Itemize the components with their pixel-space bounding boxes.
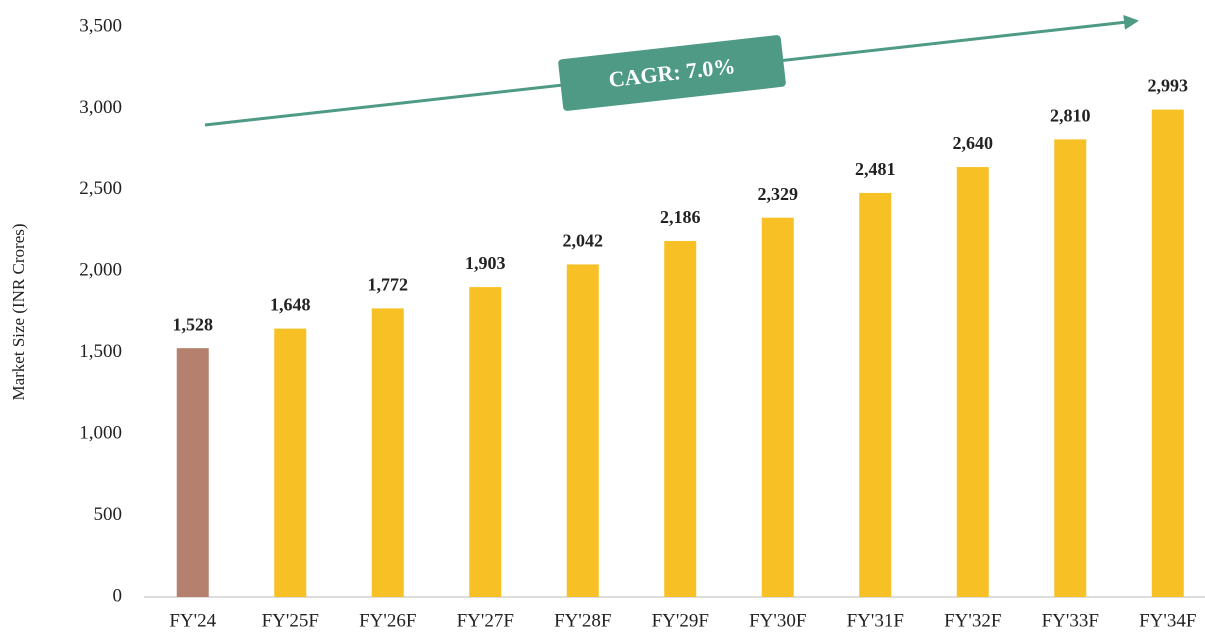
value-label: 2,810 (1050, 105, 1091, 125)
y-tick-label: 500 (94, 504, 123, 525)
value-label: 1,528 (173, 314, 214, 334)
bar (1151, 109, 1184, 597)
x-tick-label: FY'29F (652, 610, 709, 631)
x-tick-label: FY'33F (1042, 610, 1099, 631)
y-tick-label: 0 (113, 585, 123, 606)
value-label: 1,903 (465, 253, 506, 273)
value-label: 2,640 (953, 133, 994, 153)
bar (664, 240, 697, 597)
x-tick-label: FY'32F (944, 610, 1001, 631)
x-tick-label: FY'34F (1139, 610, 1196, 631)
bar (566, 264, 599, 597)
value-label: 2,481 (855, 159, 896, 179)
bar (274, 328, 307, 597)
x-tick-label: FY'25F (262, 610, 319, 631)
value-label: 2,329 (758, 184, 799, 204)
bar (859, 192, 892, 598)
value-label: 2,186 (660, 207, 701, 227)
y-axis-title: Market Size (INR Crores) (9, 223, 28, 400)
bar (371, 308, 404, 597)
x-tick-label: FY'31F (847, 610, 904, 631)
bar (956, 167, 989, 598)
x-tick-label: FY'26F (359, 610, 416, 631)
x-tick-label: FY'24 (169, 610, 216, 631)
value-label: 1,648 (270, 295, 311, 315)
cagr-box-bg (558, 35, 786, 111)
value-label: 2,993 (1148, 76, 1189, 96)
cagr-box: CAGR: 7.0% (558, 35, 786, 111)
y-tick-label: 1,000 (79, 423, 122, 444)
x-tick-label: FY'28F (554, 610, 611, 631)
y-tick-label: 2,000 (79, 260, 122, 281)
x-tick-label: FY'27F (457, 610, 514, 631)
x-tick-label: FY'30F (749, 610, 806, 631)
bar (176, 348, 209, 597)
value-label: 1,772 (368, 275, 409, 295)
y-tick-label: 1,500 (79, 341, 122, 362)
value-label: 2,042 (563, 231, 604, 251)
bar (761, 217, 794, 597)
y-tick-label: 3,500 (79, 15, 122, 36)
y-tick-label: 3,000 (79, 97, 122, 118)
bar (469, 287, 502, 597)
y-tick-label: 2,500 (79, 178, 122, 199)
bar (1054, 139, 1087, 597)
